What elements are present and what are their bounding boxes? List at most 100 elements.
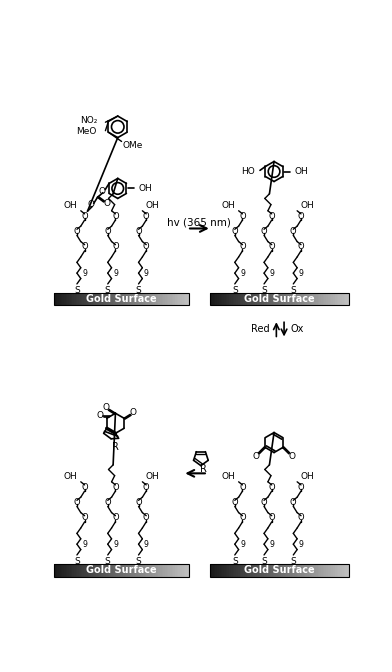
Bar bbox=[167, 564, 169, 577]
Bar bbox=[71, 564, 73, 577]
Text: O: O bbox=[239, 212, 246, 220]
Bar bbox=[148, 293, 150, 306]
Bar bbox=[169, 564, 170, 577]
Text: hv (365 nm): hv (365 nm) bbox=[167, 217, 231, 227]
Bar bbox=[343, 293, 345, 306]
Text: 9: 9 bbox=[299, 540, 303, 548]
Bar bbox=[118, 564, 120, 577]
Bar bbox=[160, 564, 162, 577]
Bar bbox=[337, 293, 338, 306]
Bar bbox=[252, 564, 254, 577]
Bar bbox=[116, 293, 118, 306]
Text: Gold Surface: Gold Surface bbox=[86, 565, 156, 575]
Bar bbox=[185, 293, 187, 306]
Text: O: O bbox=[74, 227, 80, 236]
Text: O: O bbox=[103, 199, 110, 208]
Bar bbox=[243, 293, 245, 306]
Bar bbox=[231, 293, 233, 306]
Text: O: O bbox=[143, 513, 149, 523]
Bar bbox=[163, 293, 165, 306]
Text: O: O bbox=[104, 227, 111, 236]
Bar bbox=[133, 564, 135, 577]
Bar bbox=[178, 293, 180, 306]
Text: MeO: MeO bbox=[76, 127, 96, 136]
Bar bbox=[86, 564, 87, 577]
Text: S: S bbox=[232, 286, 238, 294]
Bar bbox=[259, 293, 260, 306]
Text: O: O bbox=[298, 482, 304, 492]
Bar bbox=[347, 293, 349, 306]
Bar bbox=[79, 564, 81, 577]
Text: O: O bbox=[112, 212, 119, 220]
Bar bbox=[214, 293, 215, 306]
Bar bbox=[67, 564, 69, 577]
Bar bbox=[250, 293, 252, 306]
Bar bbox=[82, 293, 84, 306]
Bar bbox=[328, 564, 330, 577]
Bar bbox=[180, 564, 182, 577]
Bar bbox=[304, 564, 305, 577]
Bar bbox=[59, 564, 61, 577]
Bar bbox=[173, 564, 175, 577]
Bar bbox=[233, 564, 234, 577]
Bar bbox=[337, 564, 338, 577]
Bar bbox=[215, 293, 217, 306]
Bar bbox=[61, 564, 62, 577]
Bar bbox=[319, 564, 321, 577]
Bar bbox=[217, 564, 219, 577]
Bar bbox=[89, 564, 91, 577]
Bar bbox=[84, 564, 86, 577]
Text: O: O bbox=[231, 227, 238, 236]
Bar bbox=[229, 293, 231, 306]
Bar bbox=[93, 293, 94, 306]
Text: O: O bbox=[252, 452, 260, 460]
Bar bbox=[98, 293, 99, 306]
Bar bbox=[276, 293, 278, 306]
Bar bbox=[147, 564, 148, 577]
Bar bbox=[120, 564, 121, 577]
Bar bbox=[260, 564, 262, 577]
Bar bbox=[248, 564, 250, 577]
Text: R: R bbox=[112, 442, 119, 452]
Text: O: O bbox=[143, 212, 149, 220]
Text: O: O bbox=[269, 212, 275, 220]
Bar bbox=[279, 293, 281, 306]
Bar bbox=[130, 293, 131, 306]
Bar bbox=[156, 564, 158, 577]
Text: 9: 9 bbox=[269, 269, 274, 278]
Bar bbox=[343, 564, 345, 577]
Text: O: O bbox=[261, 498, 267, 507]
Bar bbox=[278, 564, 279, 577]
Bar bbox=[77, 564, 79, 577]
Bar bbox=[143, 564, 145, 577]
Bar bbox=[123, 564, 125, 577]
Bar bbox=[259, 564, 260, 577]
Text: O: O bbox=[112, 513, 119, 523]
Bar bbox=[74, 564, 76, 577]
Bar bbox=[331, 293, 333, 306]
Text: S: S bbox=[261, 556, 267, 566]
Bar bbox=[210, 293, 212, 306]
Text: S: S bbox=[105, 286, 111, 294]
Bar bbox=[187, 564, 189, 577]
Bar bbox=[160, 293, 162, 306]
Bar bbox=[120, 293, 121, 306]
Text: OMe: OMe bbox=[122, 141, 143, 150]
Bar bbox=[217, 293, 219, 306]
Bar bbox=[172, 293, 173, 306]
Bar bbox=[152, 564, 153, 577]
Bar bbox=[106, 564, 108, 577]
Bar bbox=[96, 564, 98, 577]
Bar bbox=[158, 564, 160, 577]
Bar bbox=[91, 564, 93, 577]
Bar bbox=[245, 293, 247, 306]
Text: O: O bbox=[135, 498, 142, 507]
Bar bbox=[252, 293, 254, 306]
Bar bbox=[69, 564, 71, 577]
Bar bbox=[73, 564, 74, 577]
Bar bbox=[245, 564, 247, 577]
Bar bbox=[248, 293, 250, 306]
Bar bbox=[288, 293, 290, 306]
Bar bbox=[111, 293, 113, 306]
Bar bbox=[125, 564, 126, 577]
